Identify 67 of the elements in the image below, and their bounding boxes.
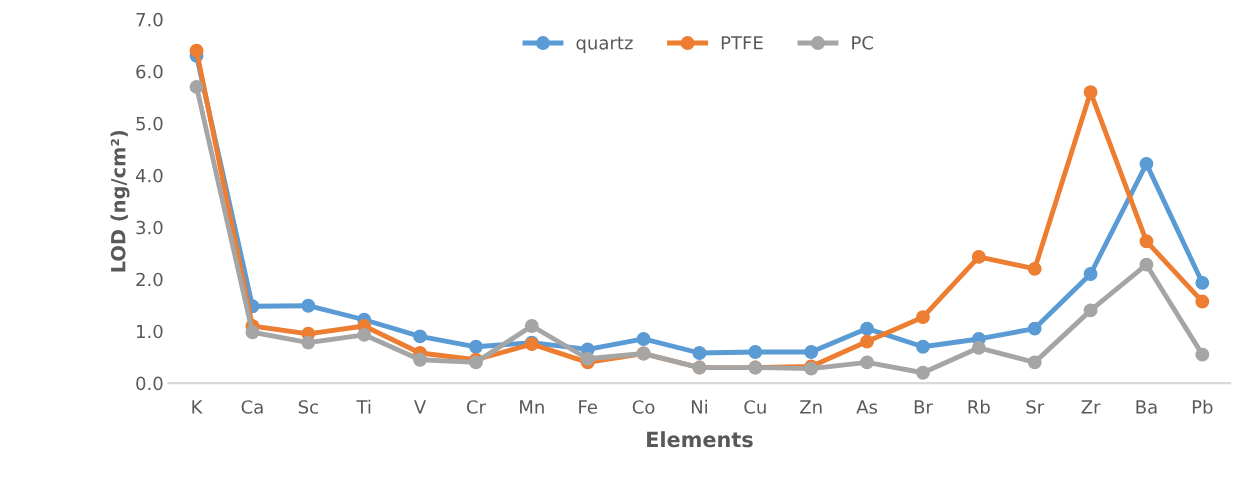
x-axis-title: Elements — [647, 431, 753, 448]
point — [971, 340, 986, 355]
point — [636, 332, 651, 346]
point — [189, 80, 204, 94]
y-tick-label: 4.0 — [135, 168, 163, 183]
point — [1195, 347, 1210, 362]
point — [413, 352, 428, 367]
point — [357, 327, 372, 342]
point — [1027, 355, 1042, 370]
point — [189, 43, 204, 58]
point — [1027, 321, 1042, 336]
point — [1139, 257, 1154, 272]
point — [1027, 261, 1042, 276]
y-tick-label: 7.0 — [136, 12, 163, 27]
point — [748, 345, 763, 359]
point — [1195, 294, 1210, 309]
legend-label: PTFE — [721, 36, 763, 50]
point — [860, 355, 875, 370]
y-tick-label: 6.0 — [136, 64, 163, 79]
x-tick-label: Ca — [241, 400, 263, 414]
legend-label: PC — [852, 35, 873, 50]
point — [1083, 267, 1098, 281]
point — [413, 329, 428, 344]
x-tick-label: Rb — [968, 399, 990, 414]
y-tick-label: 5.0 — [136, 116, 163, 131]
point — [245, 325, 260, 340]
x-tick-label: Cr — [466, 400, 486, 414]
point — [1139, 156, 1154, 171]
point — [1139, 234, 1154, 249]
x-tick-label: Zn — [800, 400, 822, 414]
x-tick-label: Ti — [356, 399, 371, 414]
y-tick-label: 3.0 — [136, 220, 163, 235]
y-tick-label: 1.0 — [137, 324, 163, 339]
point — [1083, 85, 1098, 100]
x-tick-label: Pb — [1192, 399, 1213, 414]
x-tick-label: K — [192, 400, 203, 414]
y-tick-label: 0.0 — [136, 376, 163, 391]
point — [468, 339, 483, 354]
point — [301, 335, 316, 350]
y-axis-title: LOD (ng/cm²) — [110, 130, 130, 272]
point — [860, 334, 875, 349]
point — [580, 351, 595, 366]
x-tick-label: V — [414, 400, 427, 414]
x-tick-label: Br — [914, 400, 933, 414]
x-tick-label: Mn — [520, 400, 544, 414]
point — [916, 339, 930, 354]
point — [971, 249, 986, 264]
point — [1083, 303, 1098, 318]
legend-label: quartz — [576, 36, 633, 54]
x-tick-label: Co — [632, 400, 655, 414]
point — [916, 310, 930, 325]
point — [524, 319, 539, 333]
x-tick-label: Ba — [1136, 400, 1157, 414]
point — [692, 346, 707, 360]
x-tick-label: As — [856, 400, 878, 414]
x-tick-label: Zr — [1081, 400, 1101, 414]
x-tick-label: Ni — [691, 399, 708, 414]
point — [916, 365, 930, 380]
point — [804, 345, 819, 359]
point — [860, 321, 875, 336]
x-tick-label: Cu — [744, 400, 766, 414]
point — [1195, 275, 1210, 290]
x-tick-label: Fe — [579, 400, 597, 414]
x-tick-label: Sr — [1026, 400, 1045, 414]
point — [301, 298, 316, 313]
x-tick-label: Sc — [298, 400, 318, 414]
y-tick-label: 2.0 — [136, 272, 163, 287]
